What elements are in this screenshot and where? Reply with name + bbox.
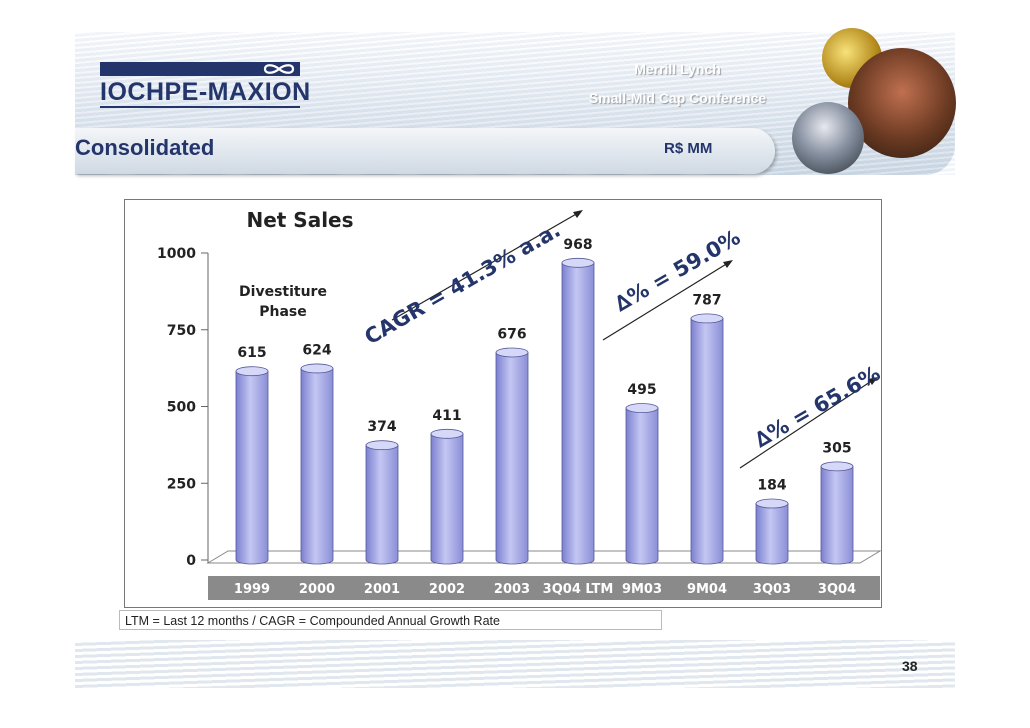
bar [755, 498, 789, 565]
logo-bar [100, 62, 300, 76]
x-tick-label: 2002 [429, 582, 465, 597]
x-tick-label: 3Q04 LTM [543, 582, 614, 597]
bar-value-label: 624 [302, 342, 331, 358]
x-tick-label: 1999 [234, 582, 270, 597]
x-tick-label: 9M04 [687, 582, 727, 597]
bar [561, 257, 595, 565]
footnote: LTM = Last 12 months / CAGR = Compounded… [119, 610, 662, 630]
divestiture-label-line1: Divestiture [239, 284, 327, 300]
foundry-photo-3 [792, 102, 864, 174]
company-logo: IOCHPE-MAXION [100, 78, 311, 106]
delta-9m-label: ∆% = 59.0% [611, 225, 745, 316]
delta-9m-arrow-line [602, 262, 729, 341]
infinity-logo-icon [263, 64, 295, 74]
bar [820, 461, 854, 565]
bar-value-label: 787 [692, 292, 721, 308]
title-bar [75, 128, 775, 174]
bar-value-label: 495 [627, 382, 656, 398]
delta-3q-arrow-line [739, 379, 874, 469]
y-tick-label: 0 [186, 553, 196, 569]
x-tick-label: 9M03 [622, 582, 662, 597]
chart-title: Net Sales [246, 208, 353, 232]
conference-line2: Small-Mid Cap Conference [588, 90, 767, 106]
x-tick-label: 3Q03 [753, 582, 791, 597]
divestiture-label-line2: Phase [259, 304, 307, 320]
delta-9m-arrowhead-icon [723, 260, 733, 268]
bar [430, 428, 464, 565]
cagr-label: CAGR = 41.3% a.a. [361, 218, 565, 350]
bar-value-label: 374 [367, 419, 396, 435]
logo-underline [100, 106, 300, 108]
bar-value-label: 184 [757, 478, 786, 494]
cagr-arrow-line [391, 212, 579, 321]
y-tick-label: 250 [167, 476, 196, 492]
x-tick-label: 3Q04 [818, 582, 856, 597]
bar [235, 366, 269, 565]
bar [495, 347, 529, 565]
x-tick-label: 2000 [299, 582, 335, 597]
delta-3q-arrowhead-icon [868, 377, 878, 385]
bar [625, 403, 659, 565]
page-number: 38 [902, 658, 918, 674]
bar [690, 313, 724, 565]
category-band [208, 576, 880, 600]
bar [365, 440, 399, 565]
y-tick-label: 1000 [157, 246, 196, 262]
bar-value-label: 968 [563, 237, 592, 253]
bar-value-label: 305 [822, 440, 851, 456]
bar-value-label: 411 [432, 408, 461, 424]
footer-band [75, 640, 955, 688]
bar-value-label: 676 [497, 326, 526, 342]
conference-line1: Merrill Lynch [634, 61, 721, 77]
bar-value-label: 615 [237, 345, 266, 361]
units-label: R$ MM [664, 140, 713, 157]
x-tick-label: 2003 [494, 582, 530, 597]
cagr-arrowhead-icon [573, 210, 583, 218]
bar [300, 363, 334, 565]
x-tick-label: 2001 [364, 582, 400, 597]
foundry-photo-2 [848, 48, 956, 158]
y-tick-label: 750 [167, 323, 196, 339]
delta-3q-label: ∆% = 65.6% [751, 361, 885, 452]
section-title: Consolidated [75, 135, 215, 160]
y-tick-label: 500 [167, 400, 196, 416]
